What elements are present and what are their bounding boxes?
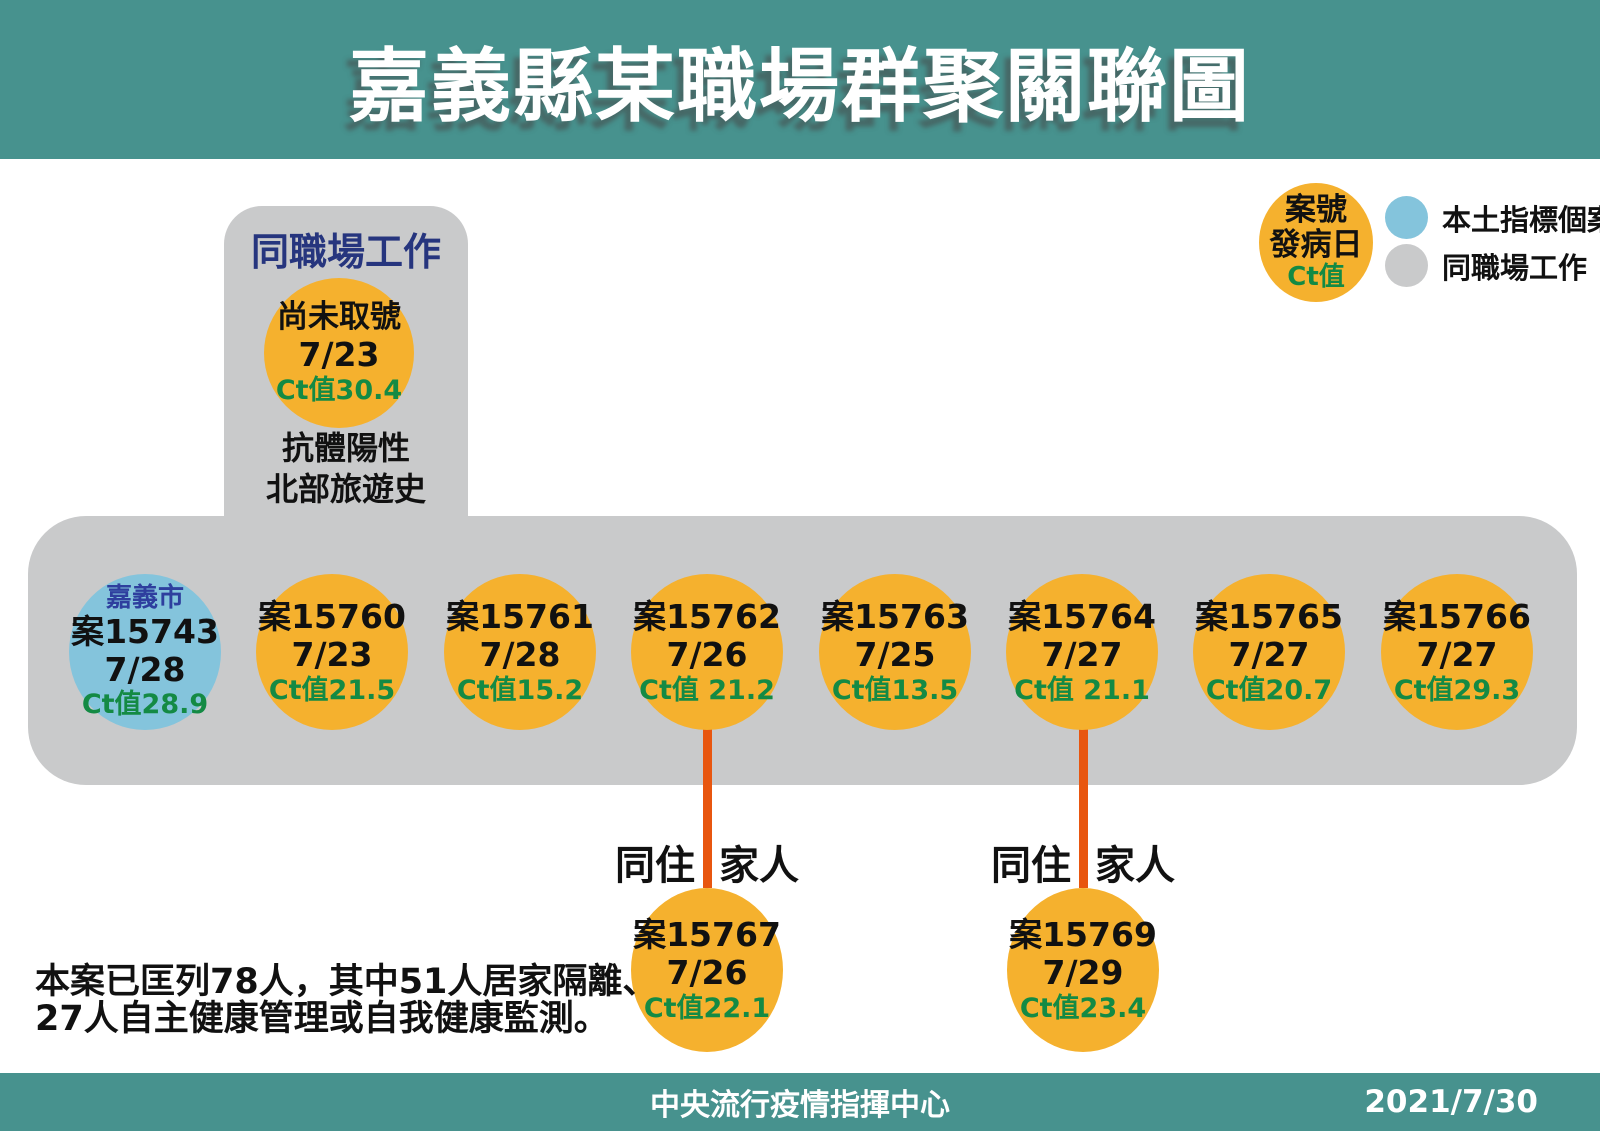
case-circle-15760: 案15760 7/23 Ct值21.5	[256, 574, 408, 730]
case-circle-15762: 案15762 7/26 Ct值 21.2	[631, 574, 783, 730]
case-id: 案15760	[258, 597, 406, 637]
household-label: 同住 家人	[547, 833, 867, 891]
footnote-line-1: 本案已匡列78人，其中51人居家隔離、	[35, 962, 658, 1002]
case-date: 7/27	[1416, 635, 1498, 675]
footnote: 本案已匡列78人，其中51人居家隔離、 27人自主健康管理或自我健康監測。	[35, 964, 657, 1038]
case-date: 7/26	[666, 635, 748, 675]
household-label: 同住 家人	[923, 833, 1243, 891]
case-circle-15743: 嘉義市 案15743 7/28 Ct值28.9	[69, 574, 221, 730]
case-date: 7/28	[479, 635, 561, 675]
case-id: 案15764	[1008, 597, 1156, 637]
legend-key-case-number: 案號	[1285, 192, 1347, 229]
legend-item-label: 同職場工作	[1442, 250, 1588, 285]
case-note-antibody: 抗體陽性	[281, 429, 410, 467]
case-circle-15761: 案15761 7/28 Ct值15.2	[444, 574, 596, 730]
case-date: 7/23	[291, 635, 373, 675]
case-circle-15765: 案15765 7/27 Ct值20.7	[1193, 574, 1345, 730]
household-link-line	[1079, 726, 1088, 888]
household-link-line	[703, 726, 712, 888]
case-circle-15763: 案15763 7/25 Ct值13.5	[819, 574, 971, 730]
household-label-right: 家人	[719, 843, 799, 889]
case-id: 案15767	[633, 915, 781, 955]
header-bar: 嘉義縣某職場群聚關聯圖	[0, 0, 1600, 159]
case-date: 7/25	[854, 635, 936, 675]
case-ct: Ct值15.2	[456, 674, 584, 706]
case-ct: Ct值13.5	[831, 674, 959, 706]
case-circle-unnumbered: 尚未取號 7/23 Ct值30.4	[264, 278, 414, 428]
case-city: 嘉義市	[105, 582, 184, 613]
household-label-right: 家人	[1095, 843, 1175, 889]
case-date: 7/27	[1228, 635, 1310, 675]
household-label-left: 同住	[991, 843, 1071, 889]
case-ct: Ct值 21.1	[1014, 674, 1150, 706]
case-date: 7/29	[1042, 953, 1124, 993]
case-id: 案15743	[71, 611, 219, 651]
gray-circle-icon	[1385, 244, 1428, 287]
legend-key-ct-value: Ct值	[1287, 261, 1345, 292]
case-id: 尚未取號	[277, 299, 401, 336]
case-ct: Ct值28.9	[81, 689, 209, 721]
case-date: 7/26	[666, 953, 748, 993]
legend-item-local-index: 本土指標個案	[1385, 196, 1600, 239]
legend-item-same-workplace: 同職場工作	[1385, 244, 1587, 287]
footer-date: 2021/7/30	[1364, 1084, 1538, 1120]
case-ct: Ct值23.4	[1019, 992, 1147, 1024]
footer-organization: 中央流行疫情指揮中心	[650, 1088, 950, 1123]
case-circle-15769: 案15769 7/29 Ct值23.4	[1007, 888, 1159, 1052]
case-id: 案15761	[446, 597, 594, 637]
legend-key-circle: 案號 發病日 Ct值	[1259, 183, 1373, 302]
household-label-left: 同住	[615, 843, 695, 889]
case-ct: Ct值29.3	[1393, 674, 1521, 706]
case-id: 案15769	[1009, 915, 1157, 955]
footer-bar: 中央流行疫情指揮中心 2021/7/30	[0, 1073, 1600, 1131]
case-id: 案15762	[633, 597, 781, 637]
case-id: 案15765	[1195, 597, 1343, 637]
case-ct: Ct值20.7	[1205, 674, 1333, 706]
case-ct: Ct值 21.2	[639, 674, 775, 706]
page-title: 嘉義縣某職場群聚關聯圖	[349, 39, 1251, 133]
legend-item-label: 本土指標個案	[1442, 202, 1600, 237]
case-id: 案15763	[821, 597, 969, 637]
case-circle-15764: 案15764 7/27 Ct值 21.1	[1006, 574, 1158, 730]
legend-key-onset-date: 發病日	[1269, 226, 1363, 263]
case-date: 7/27	[1041, 635, 1123, 675]
blue-circle-icon	[1385, 196, 1428, 239]
case-date: 7/28	[104, 650, 186, 690]
footnote-line-2: 27人自主健康管理或自我健康監測。	[35, 999, 609, 1039]
case-notes: 抗體陽性 北部旅遊史	[194, 428, 498, 510]
case-circle-15767: 案15767 7/26 Ct值22.1	[631, 888, 783, 1052]
case-note-travel: 北部旅遊史	[265, 469, 426, 508]
case-date: 7/23	[298, 335, 380, 375]
case-ct: Ct值21.5	[268, 674, 396, 706]
case-ct: Ct值30.4	[275, 374, 403, 406]
case-ct: Ct值22.1	[643, 992, 771, 1024]
workplace-cluster-label: 同職場工作	[250, 230, 441, 274]
case-circle-15766: 案15766 7/27 Ct值29.3	[1381, 574, 1533, 730]
case-id: 案15766	[1383, 597, 1531, 637]
